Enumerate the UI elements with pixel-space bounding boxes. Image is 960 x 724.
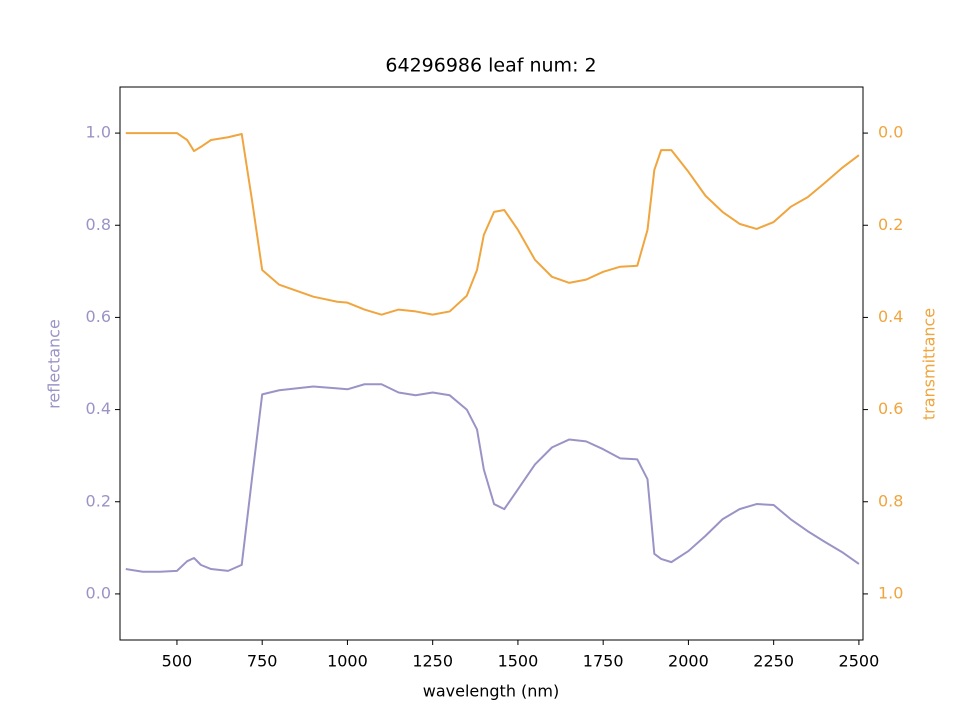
x-tick-label: 2500 (839, 652, 880, 671)
y-tick-label: 0.2 (86, 491, 111, 510)
x-axis-label: wavelength (nm) (423, 682, 560, 701)
chart-title: 64296986 leaf num: 2 (385, 55, 596, 77)
y2-tick-label: 0.6 (878, 399, 903, 418)
y2-tick-label: 0.0 (878, 123, 903, 142)
y-axis-label: reflectance (45, 319, 64, 409)
x-tick-label: 1750 (583, 652, 624, 671)
y-tick-label: 0.4 (86, 399, 111, 418)
y-tick-label: 0.6 (86, 307, 111, 326)
y2-tick-label: 0.8 (878, 491, 903, 510)
y-tick-label: 1.0 (86, 123, 111, 142)
plot-frame (119, 86, 864, 641)
y2-axis-label: transmittance (920, 308, 939, 420)
x-tick-label: 2250 (753, 652, 794, 671)
x-tick-label: 1500 (498, 652, 539, 671)
x-tick-label: 1250 (412, 652, 453, 671)
y2-tick-label: 0.2 (878, 215, 903, 234)
x-tick-label: 2000 (668, 652, 709, 671)
y-tick-label: 0.8 (86, 215, 111, 234)
series-line (125, 132, 860, 316)
x-tick-label: 500 (162, 652, 193, 671)
x-tick-label: 750 (247, 652, 278, 671)
y-tick-label: 0.0 (86, 583, 111, 602)
y2-tick-label: 1.0 (878, 583, 903, 602)
series-line (125, 383, 860, 573)
y2-tick-label: 0.4 (878, 307, 903, 326)
x-tick-label: 1000 (327, 652, 368, 671)
